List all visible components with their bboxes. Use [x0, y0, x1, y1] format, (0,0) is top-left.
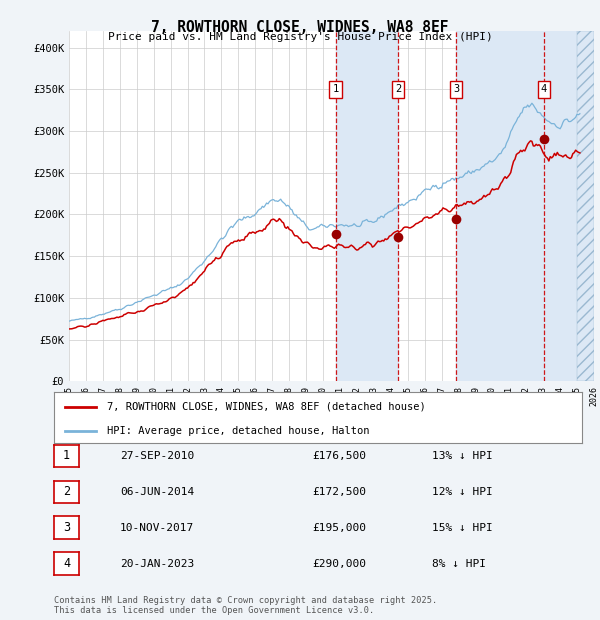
- Text: Price paid vs. HM Land Registry's House Price Index (HPI): Price paid vs. HM Land Registry's House …: [107, 32, 493, 42]
- Text: 2: 2: [63, 485, 70, 498]
- Text: 3: 3: [453, 84, 459, 94]
- Bar: [544, 31, 594, 381]
- Text: 15% ↓ HPI: 15% ↓ HPI: [432, 523, 493, 533]
- Text: 12% ↓ HPI: 12% ↓ HPI: [432, 487, 493, 497]
- Text: 7, ROWTHORN CLOSE, WIDNES, WA8 8EF (detached house): 7, ROWTHORN CLOSE, WIDNES, WA8 8EF (deta…: [107, 402, 425, 412]
- Text: Contains HM Land Registry data © Crown copyright and database right 2025.
This d: Contains HM Land Registry data © Crown c…: [54, 596, 437, 615]
- Text: 27-SEP-2010: 27-SEP-2010: [120, 451, 194, 461]
- Text: £290,000: £290,000: [312, 559, 366, 569]
- Text: 7, ROWTHORN CLOSE, WIDNES, WA8 8EF: 7, ROWTHORN CLOSE, WIDNES, WA8 8EF: [151, 20, 449, 35]
- Text: £172,500: £172,500: [312, 487, 366, 497]
- Text: 10-NOV-2017: 10-NOV-2017: [120, 523, 194, 533]
- Text: 3: 3: [63, 521, 70, 534]
- Text: 8% ↓ HPI: 8% ↓ HPI: [432, 559, 486, 569]
- Text: £176,500: £176,500: [312, 451, 366, 461]
- Bar: [577, 31, 594, 381]
- Text: HPI: Average price, detached house, Halton: HPI: Average price, detached house, Halt…: [107, 425, 370, 436]
- Bar: [456, 31, 544, 381]
- Text: 1: 1: [63, 450, 70, 462]
- Text: 4: 4: [541, 84, 547, 94]
- Bar: [335, 31, 398, 381]
- Text: £195,000: £195,000: [312, 523, 366, 533]
- Text: 13% ↓ HPI: 13% ↓ HPI: [432, 451, 493, 461]
- Text: 20-JAN-2023: 20-JAN-2023: [120, 559, 194, 569]
- Text: 4: 4: [63, 557, 70, 570]
- Text: 2: 2: [395, 84, 401, 94]
- Text: 1: 1: [332, 84, 338, 94]
- Text: 06-JUN-2014: 06-JUN-2014: [120, 487, 194, 497]
